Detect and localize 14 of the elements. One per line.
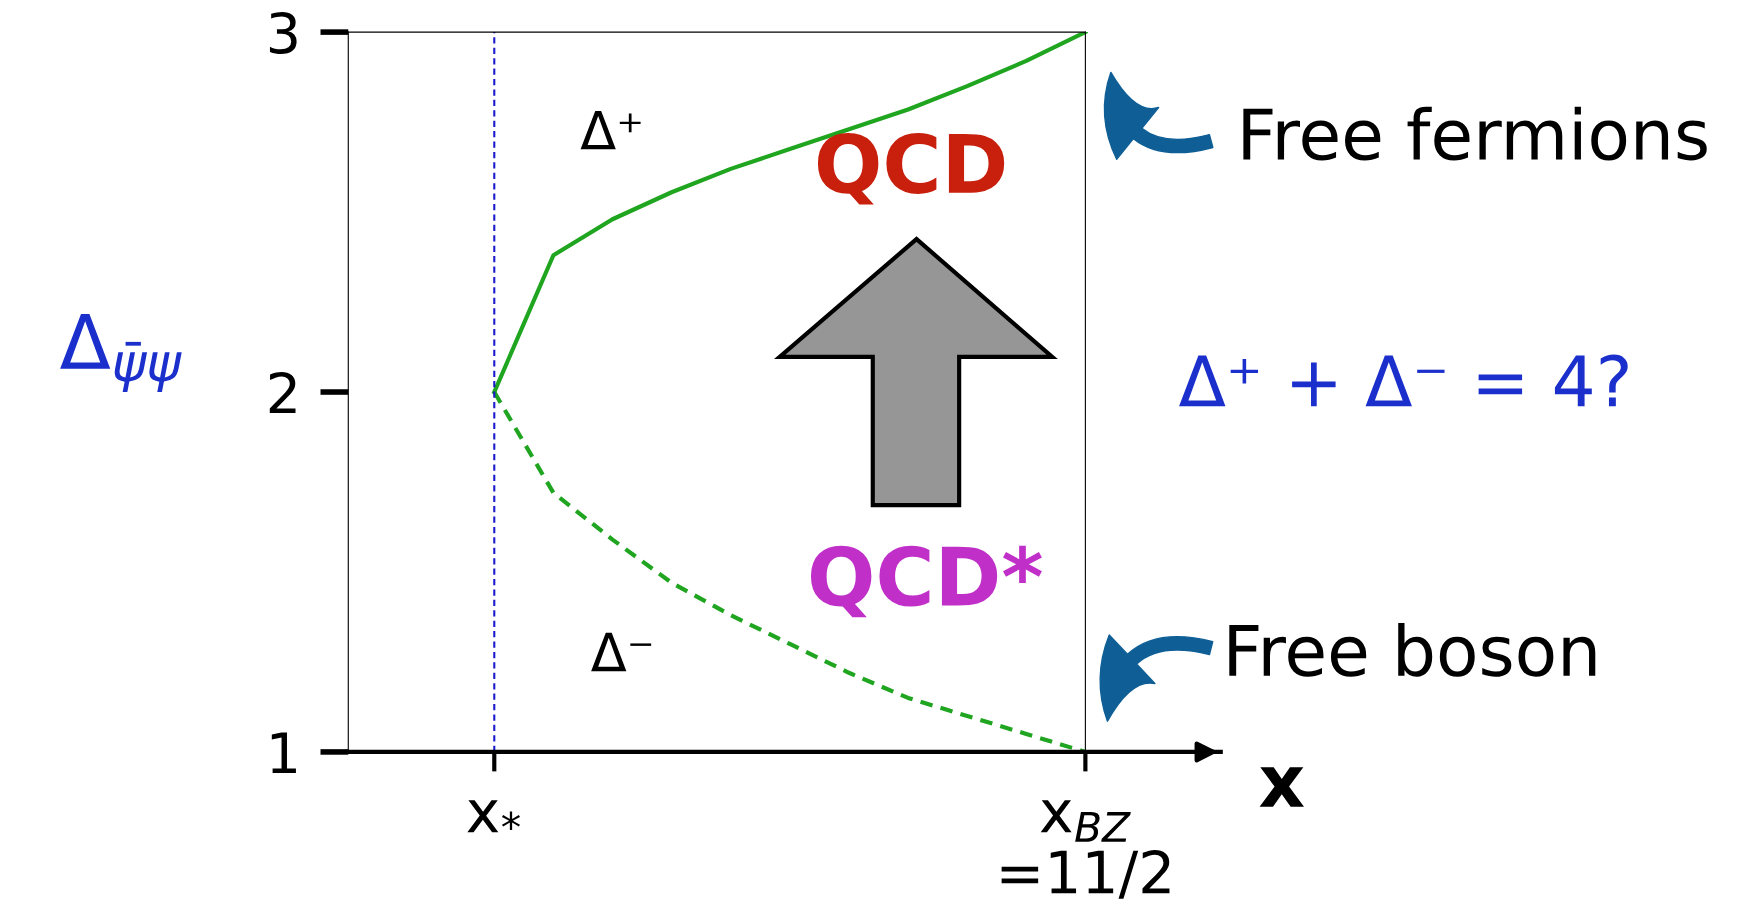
annotation: QCD (817, 133, 1005, 205)
text: Free boson (1229, 622, 1596, 677)
text: Δ⁺ + Δ⁻ = 4? (1179, 354, 1628, 407)
annotation: Δ⁻ (591, 632, 652, 672)
x-tick-label: x$_{BZ}$ =11/2 (1001, 800, 1170, 899)
y-axis-title: Δ$_{ψ̄ψ}$ (60, 314, 182, 392)
text: Free fermions (1243, 106, 1707, 161)
annotation: QCD* (810, 545, 1042, 618)
x-tick-label: x$_{*}$ (467, 800, 520, 833)
x-axis-title: x (1259, 767, 1305, 807)
y-tick-label: 1 (271, 732, 296, 774)
y-tick-label: 2 (269, 371, 296, 414)
y-tick-label: 3 (269, 11, 297, 54)
annotation: Δ⁺ (580, 110, 641, 150)
